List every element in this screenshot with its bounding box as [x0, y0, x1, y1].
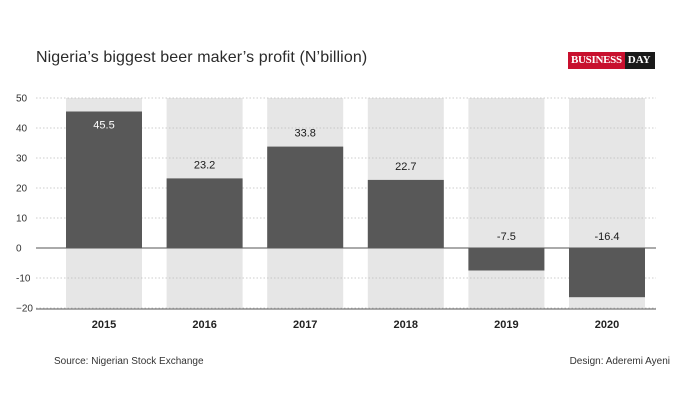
data-label: -16.4 [594, 231, 619, 243]
y-tick-label: -10 [16, 274, 31, 285]
x-tick-label: 2016 [192, 319, 216, 331]
data-label: 33.8 [294, 128, 315, 140]
bar-2019 [468, 248, 545, 271]
x-tick-label: 2015 [92, 319, 116, 331]
logo-part-day: DAY [624, 52, 655, 69]
y-tick-label: 0 [16, 244, 22, 255]
bar-2017 [267, 146, 344, 248]
x-tick-label: 2019 [494, 319, 518, 331]
x-tick-label: 2017 [293, 319, 317, 331]
chart-title: Nigeria’s biggest beer maker’s profit (N… [36, 49, 368, 66]
design-credit: Design: Aderemi Ayeni [569, 356, 670, 367]
bar-2015 [66, 111, 142, 248]
data-label: 22.7 [395, 161, 416, 173]
y-tick-label: 10 [16, 214, 28, 225]
businessday-logo: BUSINESS DAY [568, 52, 655, 69]
x-tick-label: 2020 [595, 319, 619, 331]
data-label: 23.2 [194, 159, 215, 171]
y-tick-label: −20 [16, 304, 33, 315]
y-tick-label: 20 [16, 184, 28, 195]
category-band [468, 98, 545, 308]
y-tick-label: 50 [16, 94, 28, 105]
y-tick-label: 30 [16, 154, 28, 165]
data-label: -7.5 [497, 231, 516, 243]
bar-2020 [569, 248, 645, 298]
source-note: Source: Nigerian Stock Exchange [54, 356, 204, 367]
bar-2018 [367, 179, 444, 248]
data-label: 45.5 [93, 120, 114, 132]
bar-2016 [166, 178, 243, 248]
logo-part-business: BUSINESS [568, 52, 625, 69]
x-tick-label: 2018 [394, 319, 418, 331]
y-tick-label: 40 [16, 124, 28, 135]
